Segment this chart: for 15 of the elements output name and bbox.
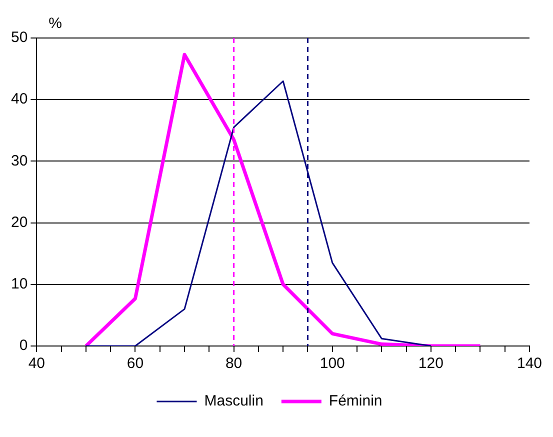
legend-label: Féminin	[328, 392, 382, 410]
x-tick-label: 80	[225, 355, 242, 372]
x-tick-label: 60	[126, 355, 144, 372]
y-tick-label: 30	[10, 152, 28, 170]
y-axis-title: %	[48, 15, 62, 32]
x-tick-label: 40	[28, 355, 46, 372]
y-tick-label: 40	[10, 90, 28, 108]
x-tick-label: 100	[320, 355, 345, 372]
x-tick-label: 140	[516, 355, 542, 372]
x-tick-label: 120	[418, 355, 444, 372]
y-tick-label: 50	[10, 29, 28, 46]
y-tick-label: 20	[10, 214, 28, 231]
legend-label: Masculin	[204, 392, 264, 410]
y-tick-label: 0	[19, 337, 28, 354]
y-tick-label: 10	[10, 276, 28, 293]
